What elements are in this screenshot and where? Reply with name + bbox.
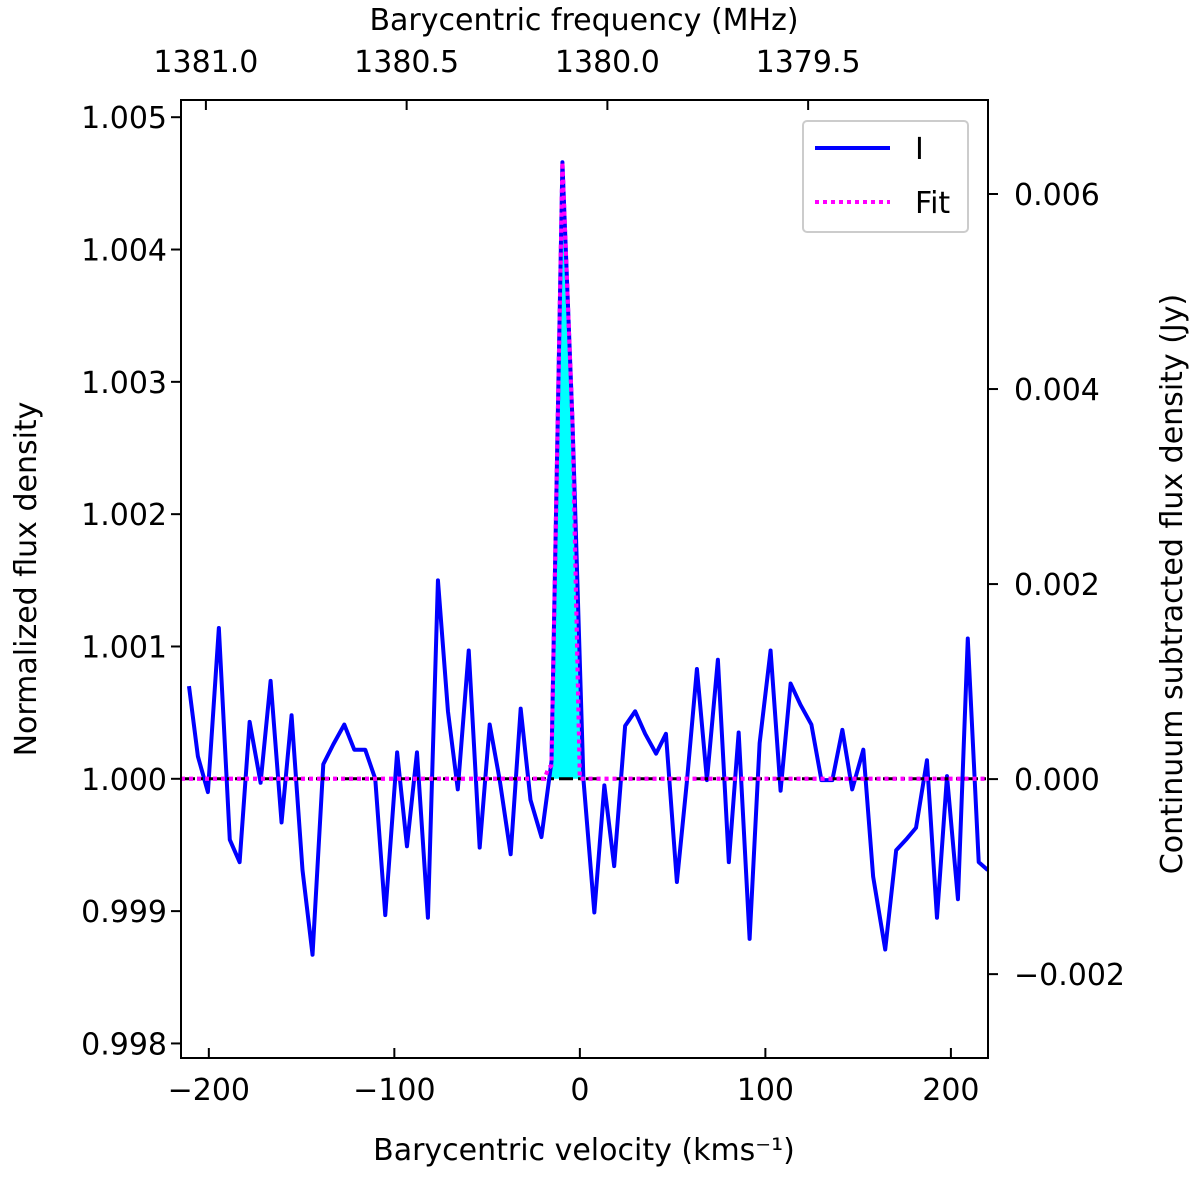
y-tick-label: 1.000 — [81, 763, 167, 798]
plot-frame — [180, 99, 989, 1059]
y-tick-label: 1.001 — [81, 630, 167, 665]
x2-axis-label: Barycentric frequency (MHz) — [369, 3, 798, 38]
y2-tick-label: −0.002 — [1014, 958, 1125, 993]
x2-tick-label: 1380.0 — [555, 45, 660, 80]
series-line — [181, 160, 988, 781]
y-tick-label: 1.003 — [81, 366, 167, 401]
fill-area — [551, 162, 584, 779]
series-line — [186, 160, 988, 957]
x2-tick-label: 1381.0 — [153, 45, 258, 80]
fit-line-overlay — [181, 162, 988, 781]
x-tick-label: 100 — [737, 1073, 794, 1108]
y2-axis-label: Continuum subtracted flux density (Jy) — [1155, 294, 1190, 874]
y-tick-label: 1.004 — [81, 234, 167, 269]
y2-tick-label: 0.006 — [1014, 178, 1100, 213]
x-tick-label: −200 — [168, 1073, 250, 1108]
y-tick-label: 1.002 — [81, 498, 167, 533]
x-tick-label: 200 — [922, 1073, 979, 1108]
y-tick-label: 0.999 — [81, 895, 167, 930]
y2-tick-label: 0.002 — [1014, 568, 1100, 603]
legend-label: Fit — [915, 186, 950, 221]
y2-tick-label: 0.000 — [1014, 763, 1100, 798]
x-tick-label: 0 — [570, 1073, 589, 1108]
y-axis-label: Normalized flux density — [9, 402, 44, 757]
x2-tick-label: 1380.5 — [354, 45, 459, 80]
y2-tick-label: 0.004 — [1014, 373, 1100, 408]
x2-tick-label: 1379.5 — [756, 45, 861, 80]
legend-label: I — [915, 132, 924, 167]
y-tick-label: 0.998 — [81, 1027, 167, 1062]
x-tick-label: −100 — [353, 1073, 435, 1108]
x-axis-label: Barycentric velocity (kms⁻¹) — [373, 1133, 795, 1168]
y-tick-label: 1.005 — [81, 101, 167, 136]
